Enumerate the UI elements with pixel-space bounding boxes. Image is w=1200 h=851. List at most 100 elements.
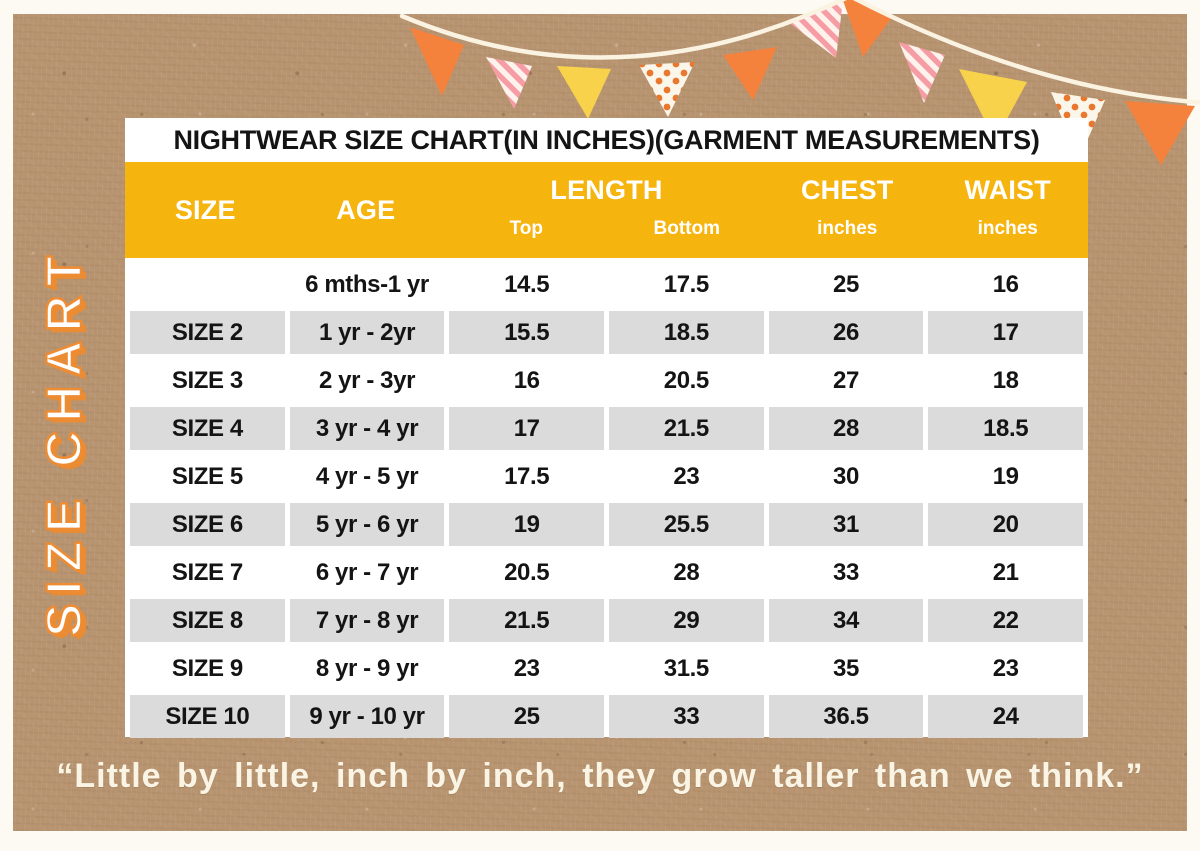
size-cell xyxy=(130,263,285,306)
waist-cell: 20 xyxy=(928,503,1083,546)
flag-pink-stripes-icon xyxy=(788,0,843,58)
table-row: SIZE 8 7 yr - 8 yr 21.5 29 34 22 xyxy=(130,599,1083,642)
waist-cell: 16 xyxy=(992,270,1019,298)
age-cell: 4 yr - 5 yr xyxy=(315,462,419,490)
table-row: SIZE 7 6 yr - 7 yr 20.5 28 33 21 xyxy=(130,551,1083,594)
table-row: 6 mths-1 yr 14.5 17.5 25 16 xyxy=(130,263,1083,306)
age-cell: 9 yr - 10 yr xyxy=(289,695,445,738)
col-header-age: AGE xyxy=(336,194,396,225)
subheader-waist-inches: inches xyxy=(977,218,1038,239)
chest-cell: 26 xyxy=(768,311,924,354)
table-row: SIZE 4 3 yr - 4 yr 17 21.5 28 18.5 xyxy=(130,407,1083,450)
bunting-banner xyxy=(399,0,1200,165)
subheader-length-bottom: Bottom xyxy=(653,218,720,239)
subheader-chest-inches: inches xyxy=(817,218,878,239)
age-cell: 6 yr - 7 yr xyxy=(315,558,419,586)
top-cell: 17 xyxy=(449,407,604,450)
subheader-length-top: Top xyxy=(509,218,543,239)
bottom-quote: “Little by little, inch by inch, they gr… xyxy=(56,757,1144,795)
waist-cell: 21 xyxy=(992,558,1019,586)
top-cell: 19 xyxy=(449,503,604,546)
size-cell: SIZE 3 xyxy=(171,366,243,394)
col-header-chest: CHEST xyxy=(800,174,894,205)
bottom-cell: 20.5 xyxy=(663,366,710,394)
bottom-cell: 23 xyxy=(673,462,700,490)
col-header-size: SIZE xyxy=(174,194,236,225)
waist-cell: 23 xyxy=(992,654,1019,682)
table-body: 6 mths-1 yr 14.5 17.5 25 16 SIZE 2 1 yr … xyxy=(125,258,1088,738)
table-title: NIGHTWEAR SIZE CHART(IN INCHES)(GARMENT … xyxy=(173,124,1040,155)
chest-cell: 34 xyxy=(768,599,924,642)
size-cell: SIZE 6 xyxy=(130,503,285,546)
age-cell: 5 yr - 6 yr xyxy=(289,503,445,546)
age-cell: 2 yr - 3yr xyxy=(318,366,416,394)
size-cell: SIZE 10 xyxy=(130,695,285,738)
table-row: SIZE 2 1 yr - 2yr 15.5 18.5 26 17 xyxy=(130,311,1083,354)
size-cell: SIZE 2 xyxy=(130,311,285,354)
col-header-length: LENGTH xyxy=(550,174,663,205)
bunting-string xyxy=(399,0,847,60)
top-cell: 23 xyxy=(513,654,540,682)
age-cell: 8 yr - 9 yr xyxy=(315,654,419,682)
chest-cell: 25 xyxy=(833,270,859,298)
flag-orange-icon xyxy=(723,47,777,100)
size-chart-table: NIGHTWEAR SIZE CHART(IN INCHES)(GARMENT … xyxy=(125,118,1088,738)
bottom-cell: 21.5 xyxy=(609,407,764,450)
flag-orange-icon xyxy=(410,27,464,96)
top-cell: 25 xyxy=(449,695,604,738)
chest-cell: 36.5 xyxy=(768,695,924,738)
chest-cell: 31 xyxy=(768,503,924,546)
table-row: SIZE 5 4 yr - 5 yr 17.5 23 30 19 xyxy=(130,455,1083,498)
age-cell: 3 yr - 4 yr xyxy=(289,407,445,450)
flag-orange-icon xyxy=(842,0,893,57)
flag-orange-icon xyxy=(1125,101,1195,165)
table-header: SIZE AGE LENGTH CHEST WAIST Top Bottom i… xyxy=(125,162,1088,258)
waist-cell: 24 xyxy=(928,695,1083,738)
size-cell: SIZE 7 xyxy=(171,558,243,586)
size-cell: SIZE 8 xyxy=(130,599,285,642)
bottom-cell: 25.5 xyxy=(609,503,764,546)
flag-yellow-icon xyxy=(959,69,1027,141)
bottom-cell: 17.5 xyxy=(663,270,710,298)
table-row: SIZE 10 9 yr - 10 yr 25 33 36.5 24 xyxy=(130,695,1083,738)
chest-cell: 33 xyxy=(833,558,859,586)
size-cell: SIZE 9 xyxy=(171,654,243,682)
top-cell: 20.5 xyxy=(504,558,550,586)
top-cell: 14.5 xyxy=(504,270,550,298)
bottom-cell: 18.5 xyxy=(609,311,764,354)
bottom-cell: 28 xyxy=(673,558,700,586)
chest-cell: 35 xyxy=(833,654,859,682)
top-cell: 15.5 xyxy=(449,311,604,354)
age-cell: 6 mths-1 yr xyxy=(305,270,429,298)
chest-cell: 28 xyxy=(768,407,924,450)
waist-cell: 18.5 xyxy=(928,407,1083,450)
flag-pink-stripes-icon xyxy=(486,57,532,109)
flag-pink-stripes-icon xyxy=(899,42,945,103)
top-cell: 21.5 xyxy=(449,599,604,642)
col-header-waist: WAIST xyxy=(964,174,1051,205)
waist-cell: 19 xyxy=(992,462,1019,490)
waist-cell: 18 xyxy=(992,366,1019,394)
flag-polka-dot-icon xyxy=(639,62,695,117)
table-row: SIZE 6 5 yr - 6 yr 19 25.5 31 20 xyxy=(130,503,1083,546)
bottom-cell: 31.5 xyxy=(663,654,710,682)
bottom-cell: 33 xyxy=(609,695,764,738)
table-row: SIZE 9 8 yr - 9 yr 23 31.5 35 23 xyxy=(130,647,1083,690)
chest-cell: 30 xyxy=(833,462,859,490)
bottom-cell: 29 xyxy=(609,599,764,642)
chest-cell: 27 xyxy=(833,366,859,394)
top-cell: 17.5 xyxy=(504,462,550,490)
age-cell: 7 yr - 8 yr xyxy=(289,599,445,642)
waist-cell: 17 xyxy=(928,311,1083,354)
flag-yellow-icon xyxy=(557,66,611,119)
vertical-size-chart-label-wrap: SIZE CHART xyxy=(16,202,112,682)
size-cell: SIZE 5 xyxy=(171,462,243,490)
vertical-size-chart-label: SIZE CHART xyxy=(35,246,94,639)
age-cell: 1 yr - 2yr xyxy=(289,311,445,354)
bunting-string xyxy=(852,0,1200,105)
table-row: SIZE 3 2 yr - 3yr 16 20.5 27 18 xyxy=(130,359,1083,402)
waist-cell: 22 xyxy=(928,599,1083,642)
size-cell: SIZE 4 xyxy=(130,407,285,450)
top-cell: 16 xyxy=(513,366,540,394)
